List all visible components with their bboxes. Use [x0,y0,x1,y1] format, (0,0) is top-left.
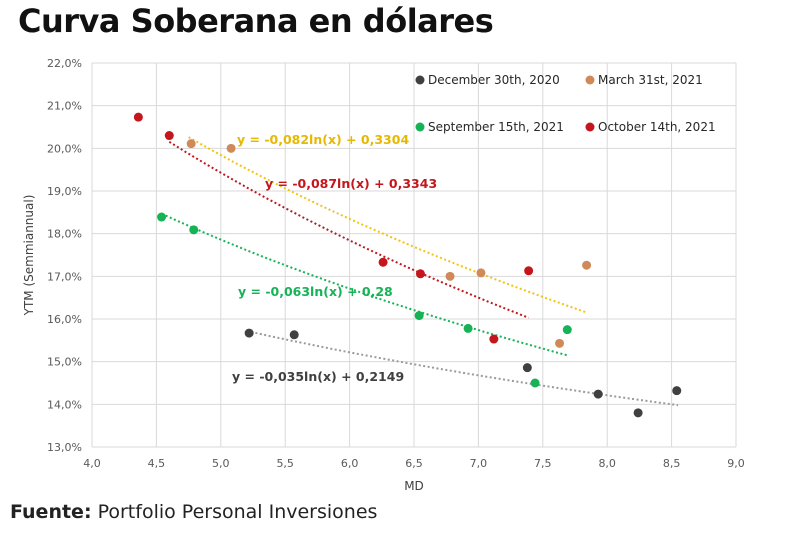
x-tick-label: 6,0 [341,457,359,470]
legend-marker [585,75,595,85]
y-tick-label: 17,0% [47,270,82,283]
trendline-equation: y = -0,082ln(x) + 0,3304 [237,132,409,147]
x-tick-label: 9,0 [727,457,745,470]
x-tick-label: 7,0 [470,457,488,470]
data-point [522,363,532,373]
x-tick-label: 5,5 [276,457,294,470]
data-point [445,271,455,281]
legend-label: October 14th, 2021 [598,120,716,134]
y-tick-label: 20,0% [47,142,82,155]
y-axis-title: YTM (Semmiannual) [22,195,36,317]
legend-label: September 15th, 2021 [428,120,564,134]
x-tick-label: 7,5 [534,457,552,470]
data-point [378,257,388,267]
y-tick-label: 21,0% [47,100,82,113]
y-tick-label: 13,0% [47,441,82,454]
data-point [555,338,565,348]
data-point [633,408,643,418]
legend-label: March 31st, 2021 [598,73,703,87]
data-point [672,386,682,396]
data-point [562,325,572,335]
y-tick-label: 14,0% [47,398,82,411]
legend-marker [415,75,425,85]
x-axis-title: MD [404,479,424,493]
yield-curve-chart: 13,0% 14,0% 15,0% 16,0% 17,0% 18,0% 19,0% 20,0%… [22,57,745,493]
x-tick-label: 8,0 [598,457,616,470]
x-tick-label: 5,0 [212,457,230,470]
data-point [415,269,425,279]
data-point [489,334,499,344]
trendline-equation: y = -0,087ln(x) + 0,3343 [265,176,437,191]
page-title: Curva Soberana en dólares [18,2,494,40]
source-footer: Fuente: Portfolio Personal Inversiones [10,501,377,523]
y-tick-label: 22,0% [47,57,82,70]
x-tick-label: 6,5 [405,457,423,470]
footer-label: Fuente: [10,501,92,523]
legend-label: December 30th, 2020 [428,73,560,87]
data-point [133,112,143,122]
data-point [476,268,486,278]
data-point [164,131,174,141]
trendline [246,330,679,407]
trendline [188,136,587,314]
y-tick-label: 15,0% [47,356,82,369]
data-point [157,212,167,222]
trendline [161,212,568,357]
data-point [593,389,603,399]
data-point [524,266,534,276]
data-point [186,139,196,149]
data-point [414,311,424,321]
data-point [530,378,540,388]
x-tick-label: 4,0 [83,457,101,470]
data-point [189,225,199,235]
legend-marker [585,122,595,132]
data-point [244,328,254,338]
y-tick-label: 19,0% [47,185,82,198]
x-tick-label: 4,5 [148,457,166,470]
x-tick-label: 8,5 [663,457,681,470]
y-tick-label: 16,0% [47,313,82,326]
data-point [463,323,473,333]
trendline-equation: y = -0,035ln(x) + 0,2149 [232,369,404,384]
data-point [582,260,592,270]
data-point [289,330,299,340]
legend-marker [415,122,425,132]
y-tick-label: 18,0% [47,228,82,241]
data-point [226,143,236,153]
footer-source-text: Portfolio Personal Inversiones [91,501,378,523]
trendline-equation: y = -0,063ln(x) + 0,28 [238,284,393,299]
